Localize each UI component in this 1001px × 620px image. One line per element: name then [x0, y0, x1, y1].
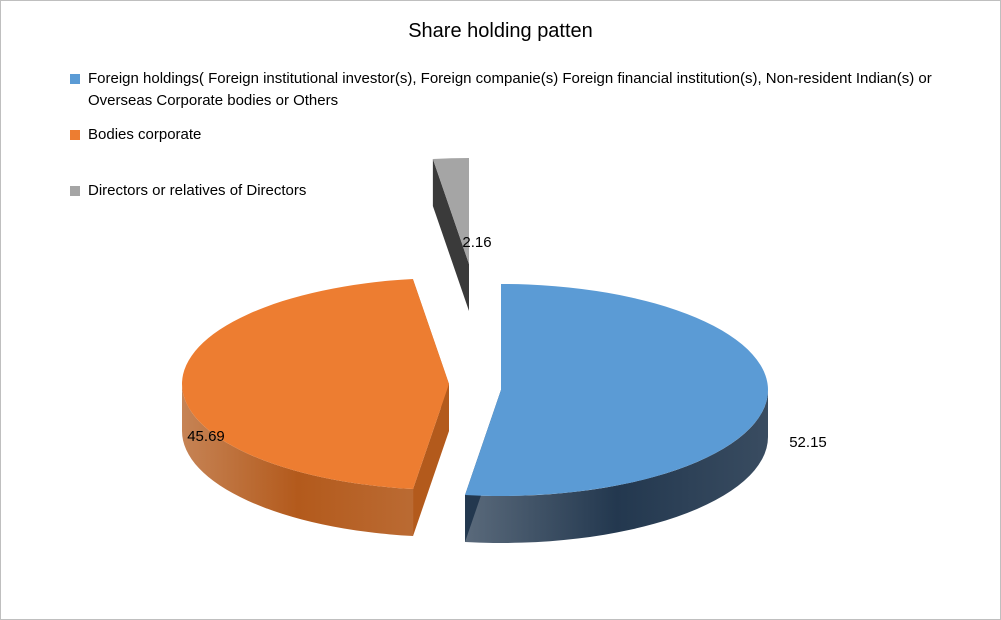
legend-swatch-bodies-corporate: [70, 130, 80, 140]
legend-swatch-foreign-holdings: [70, 74, 80, 84]
pie-slice-foreign-holdings[interactable]: [465, 284, 769, 543]
pie-wall-bodies-corporate-0: [413, 384, 449, 537]
pie-top-foreign-holdings: [465, 284, 769, 497]
legend-label-directors: Directors or relatives of Directors: [88, 182, 307, 199]
pie-rim-bodies-corporate: [181, 384, 414, 537]
pie-slice-bodies-corporate[interactable]: [181, 278, 450, 537]
legend-label-bodies-corporate: Bodies corporate: [88, 126, 202, 143]
data-label-bodies-corporate: 45.69: [187, 428, 225, 445]
legend-item-bodies-corporate[interactable]: Bodies corporate: [70, 124, 948, 146]
pie-wall-directors-0: [432, 158, 469, 311]
legend-swatch-directors: [70, 186, 80, 196]
pie-slice-directors[interactable]: [432, 158, 469, 311]
legend-label-foreign-holdings: Foreign holdings( Foreign institutional …: [88, 70, 932, 109]
chart-title: Share holding patten: [408, 20, 593, 42]
legend-item-directors[interactable]: Directors or relatives of Directors: [70, 180, 948, 202]
pie-top-directors: [432, 158, 469, 264]
pie-top-bodies-corporate: [181, 278, 450, 490]
data-label-directors: 2.16: [462, 234, 491, 251]
legend-item-foreign-holdings[interactable]: Foreign holdings( Foreign institutional …: [70, 68, 948, 112]
pie-top-layer: 2.16 45.69 52.15: [187, 234, 827, 451]
pie-rim-foreign-holdings: [465, 390, 768, 543]
pie-side-layer: [181, 158, 769, 543]
data-label-foreign-holdings: 52.15: [789, 434, 827, 451]
